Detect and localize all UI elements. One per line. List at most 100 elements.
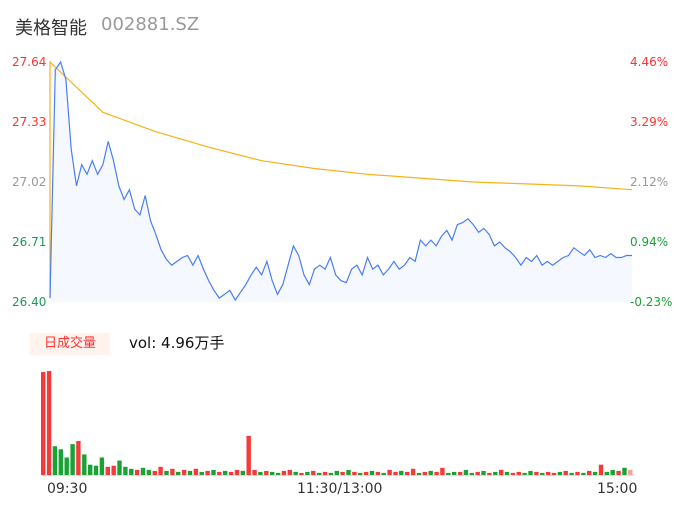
volume-bar: [616, 470, 621, 475]
volume-bar: [622, 467, 627, 475]
avg-price-line: [49, 60, 633, 299]
volume-label: vol: 4.96万手: [129, 334, 225, 352]
volume-bar: [346, 469, 351, 475]
volume-bar: [598, 464, 604, 475]
volume-bar: [487, 472, 492, 475]
volume-bar: [105, 466, 110, 475]
volume-bar: [363, 471, 369, 475]
volume-bar: [176, 471, 181, 475]
y-tick-right: 2.12%: [630, 175, 669, 189]
volume-bar: [587, 470, 592, 475]
volume-bar: [405, 471, 410, 475]
y-tick-right: 3.29%: [630, 115, 669, 129]
volume-bar: [352, 471, 357, 475]
volume-bar: [270, 471, 275, 475]
volume-bar: [581, 472, 586, 475]
volume-bar: [158, 466, 163, 475]
volume-bar: [46, 371, 52, 475]
volume-bar: [217, 471, 222, 475]
price-area: [50, 62, 632, 302]
volume-bar: [146, 469, 152, 475]
volume-bar: [610, 469, 615, 475]
volume-bar: [545, 471, 551, 475]
volume-bar: [592, 471, 598, 475]
y-tick-left: 27.02: [12, 175, 47, 189]
volume-bar: [522, 472, 527, 475]
volume-bar: [434, 471, 439, 475]
volume-bar: [481, 470, 486, 475]
volume-bar: [275, 472, 281, 475]
volume-bar: [369, 470, 375, 475]
x-tick-midday: 11:30/13:00: [297, 481, 383, 497]
y-tick-left: 27.33: [12, 115, 47, 129]
volume-bar: [193, 468, 199, 475]
volume-bar: [311, 470, 316, 475]
volume-bar: [134, 469, 140, 475]
x-tick-open: 09:30: [47, 481, 88, 497]
volume-bar: [504, 471, 510, 475]
volume-bar: [317, 472, 322, 475]
y-tick-right: 4.46%: [630, 55, 669, 69]
volume-bar: [540, 472, 545, 475]
volume-bar: [76, 441, 81, 475]
volume-bar: [375, 471, 381, 475]
y-tick-left: 26.71: [12, 235, 47, 249]
volume-bar: [563, 470, 568, 475]
volume-bar: [440, 467, 445, 475]
volume-bar: [287, 469, 292, 475]
volume-bar: [516, 471, 521, 475]
volume-bar: [99, 457, 105, 475]
volume-bar: [205, 470, 210, 475]
volume-bar: [575, 471, 580, 475]
volume-bar: [64, 457, 69, 475]
volume-bar: [181, 469, 187, 475]
volume-bar: [334, 470, 339, 475]
y-tick-left: 26.40: [12, 295, 47, 309]
volume-bar: [628, 469, 633, 475]
y-tick-left: 27.64: [12, 55, 47, 69]
stock-code: 002881.SZ: [101, 14, 200, 35]
volume-bar: [234, 469, 240, 475]
volume-bar: [410, 468, 416, 475]
volume-bar: [381, 472, 386, 475]
y-tick-right: -0.23%: [630, 295, 673, 309]
volume-bar: [399, 470, 404, 475]
volume-bar: [111, 465, 116, 475]
volume-bar: [358, 472, 363, 475]
volume-bar: [387, 469, 392, 475]
volume-badge[interactable]: 日成交量: [30, 333, 110, 355]
volume-bar: [70, 444, 75, 475]
volume-bar: [469, 472, 474, 475]
volume-bar: [534, 471, 539, 475]
volume-bar: [328, 472, 334, 475]
stock-name: 美格智能: [15, 18, 87, 39]
volume-bar: [88, 464, 93, 475]
volume-bar: [240, 470, 245, 475]
volume-bar: [117, 460, 122, 475]
volume-bar: [393, 471, 398, 475]
volume-bar: [264, 470, 269, 475]
volume-bar: [422, 471, 427, 475]
volume-bar: [187, 470, 193, 475]
volume-bar: [446, 472, 451, 475]
volume-bar: [293, 471, 298, 475]
volume-bar: [93, 465, 99, 475]
volume-bar: [452, 471, 457, 475]
volume-bar: [140, 467, 146, 475]
price-line: [49, 60, 632, 302]
volume-bar: [170, 468, 175, 475]
volume-bar: [604, 471, 609, 475]
volume-bar: [252, 469, 257, 475]
volume-bar: [258, 471, 263, 475]
volume-bar: [246, 435, 251, 475]
volume-bar: [152, 470, 157, 475]
volume-bar: [82, 454, 87, 475]
volume-bar: [228, 471, 234, 475]
volume-bar: [569, 472, 574, 475]
volume-bar: [129, 468, 134, 475]
volume-bar: [299, 472, 304, 475]
volume-bar: [305, 471, 310, 475]
volume-bar: [281, 470, 287, 475]
